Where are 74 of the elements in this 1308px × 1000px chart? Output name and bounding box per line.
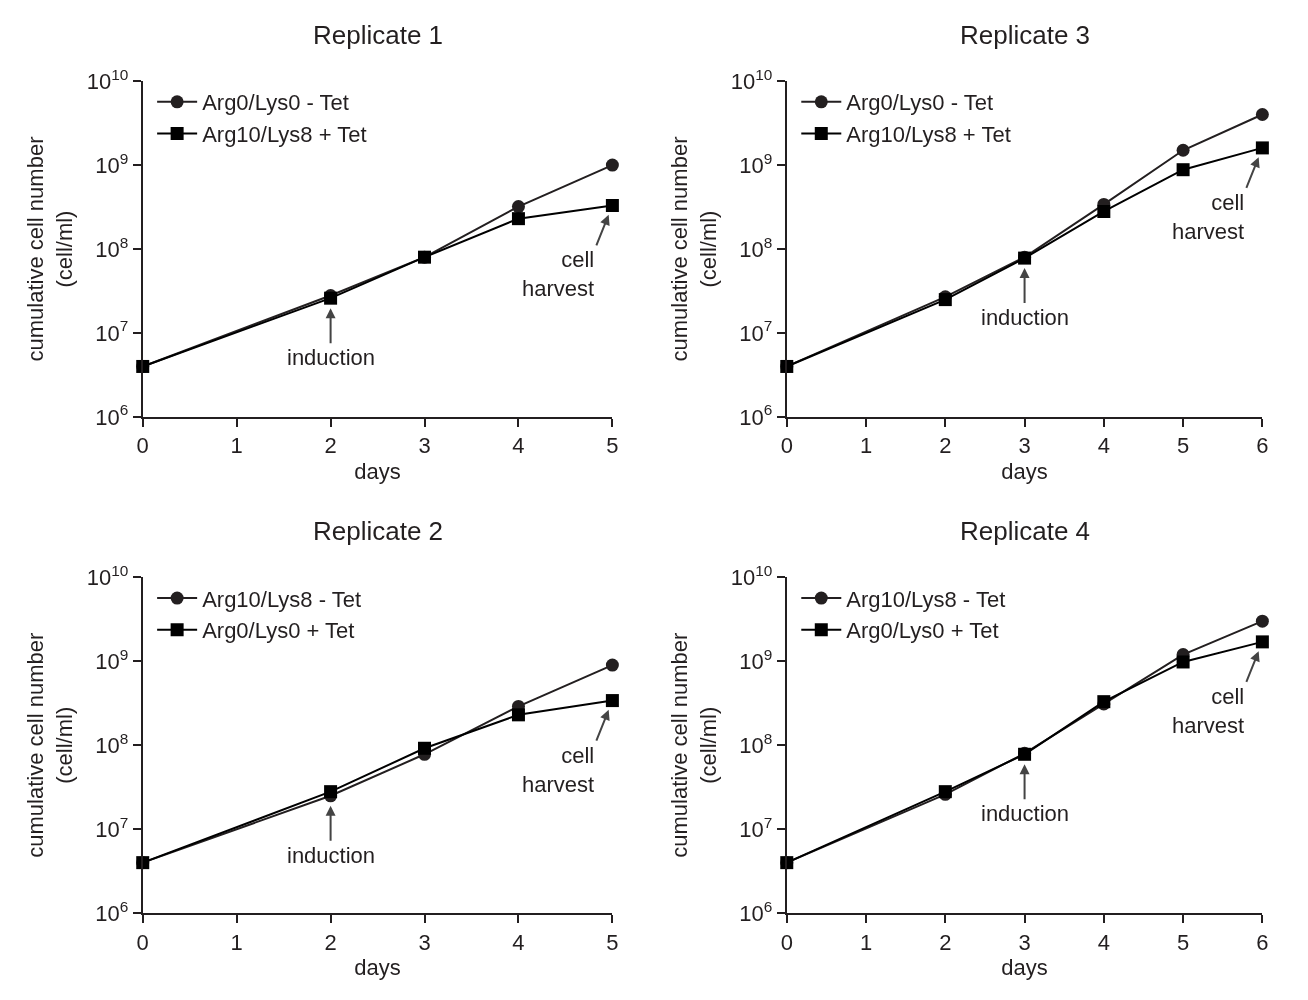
x-tick-label: 2 [939,433,952,459]
x-tick-label: 4 [1097,433,1110,459]
y-tick-label: 10$^{9}$ [739,645,773,674]
x-axis-title: days [354,458,401,484]
x-tick-label: 1 [859,929,873,955]
y-tick-label: 10$^{7}$ [95,317,129,346]
y-tick-label: 10$^{10}$ [86,561,129,590]
x-axis-title: days [354,955,401,980]
x-axis-title: days [1001,955,1048,980]
y-axis-title: cumulative cell number (cell/ml) [23,136,78,362]
y-tick-label: 10$^{6}$ [739,401,773,430]
x-tick-label: 1 [230,433,243,459]
y-tick-label: 10$^{8}$ [739,233,773,262]
x-tick-label: 4 [1097,929,1110,955]
y-tick-label: 10$^{10}$ [730,65,773,94]
y-tick-label: 10$^{9}$ [95,645,129,674]
x-tick-label: 5 [1176,433,1190,459]
legend-label: Arg10/Lys8 - Tet [846,586,1006,612]
annotation: cell harvest [522,247,595,301]
x-tick-label: 5 [1176,929,1190,955]
y-tick-label: 10$^{6}$ [95,401,129,430]
x-tick-label: 4 [512,929,525,955]
legend-label: Arg10/Lys8 - Tet [202,586,362,612]
y-tick-label: 10$^{7}$ [739,813,773,842]
x-tick-label: 6 [1256,433,1269,459]
legend-label: Arg0/Lys0 - Tet [846,90,994,116]
y-axis-title: cumulative cell number (cell/ml) [667,632,722,858]
x-tick-label: 3 [1018,929,1031,955]
y-tick-label: 10$^{9}$ [739,149,773,178]
x-tick-label: 2 [939,929,952,955]
x-axis-title: days [1001,458,1048,484]
x-tick-label: 1 [230,929,243,955]
y-axis-title: cumulative cell number (cell/ml) [667,136,722,362]
x-tick-label: 3 [418,929,431,955]
y-tick-label: 10$^{7}$ [739,317,773,346]
x-tick-label: 3 [418,433,431,459]
annotation: induction [287,843,376,868]
annotation: induction [287,345,376,370]
x-tick-label: 3 [1018,433,1031,459]
y-tick-label: 10$^{8}$ [95,729,129,758]
annotation: cell harvest [522,743,595,797]
x-tick-label: 6 [1256,929,1269,955]
x-tick-label: 0 [136,929,149,955]
annotation: induction [981,305,1070,330]
y-tick-label: 10$^{8}$ [95,233,129,262]
annotation: induction [981,801,1070,826]
annotation: cell harvest [1172,684,1245,738]
legend-label: Arg10/Lys8 + Tet [846,122,1011,148]
y-tick-label: 10$^{6}$ [95,897,129,926]
y-tick-label: 10$^{6}$ [739,897,773,926]
legend-label: Arg0/Lys0 + Tet [202,618,355,644]
x-tick-label: 1 [859,433,873,459]
chart-title: Replicate 3 [960,20,1091,50]
x-tick-label: 0 [136,433,149,459]
legend-label: Arg0/Lys0 + Tet [846,618,999,644]
x-tick-label: 5 [606,929,619,955]
x-tick-label: 0 [780,929,793,955]
y-tick-label: 10$^{8}$ [739,729,773,758]
annotation: cell harvest [1172,190,1245,244]
x-tick-label: 2 [324,433,337,459]
chart-title: Replicate 4 [960,516,1091,546]
y-axis-title: cumulative cell number (cell/ml) [23,632,78,858]
y-tick-label: 10$^{7}$ [95,813,129,842]
x-tick-label: 5 [606,433,619,459]
y-tick-label: 10$^{9}$ [95,149,129,178]
legend-label: Arg0/Lys0 - Tet [202,90,349,116]
chart-title: Replicate 1 [313,20,444,50]
x-tick-label: 2 [324,929,337,955]
legend-label: Arg10/Lys8 + Tet [202,122,367,148]
y-tick-label: 10$^{10}$ [730,561,773,590]
chart-title: Replicate 2 [313,516,444,546]
x-tick-label: 0 [780,433,793,459]
y-tick-label: 10$^{10}$ [86,65,129,94]
x-tick-label: 4 [512,433,525,459]
